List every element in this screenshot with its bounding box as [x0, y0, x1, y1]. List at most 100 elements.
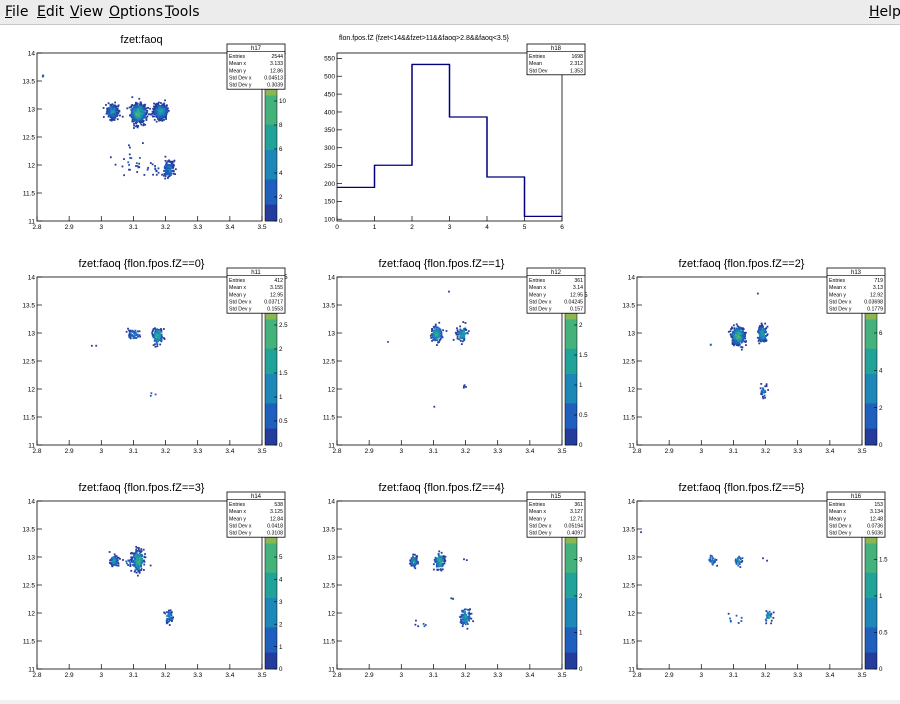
- scatter-point: [172, 170, 174, 172]
- scatter-point: [155, 346, 157, 348]
- scatter-point: [453, 339, 455, 341]
- stats-value: 0.4097: [567, 531, 583, 537]
- scatter-point: [114, 553, 116, 555]
- scatter-point: [436, 569, 438, 571]
- scatter-point: [138, 547, 140, 549]
- menu-edit[interactable]: Edit: [37, 4, 64, 20]
- x-tick-label: 3.4: [825, 448, 834, 455]
- x-tick-label: 3.2: [761, 672, 770, 679]
- stats-label: Mean y: [529, 292, 546, 298]
- stats-value: 0.0736: [867, 524, 883, 530]
- scatter-point: [764, 391, 766, 393]
- scatter-point: [734, 330, 736, 332]
- scatter-point: [171, 162, 173, 164]
- colorbar-tick-label: 0: [279, 218, 283, 225]
- stats-value: 0.1553: [267, 307, 283, 313]
- x-tick-label: 2.9: [65, 448, 74, 455]
- scatter-point: [129, 153, 131, 155]
- scatter-point: [470, 618, 472, 620]
- colorbar-segment: [565, 551, 577, 556]
- scatter-point: [469, 613, 471, 615]
- scatter-point: [423, 623, 425, 625]
- menu-tools[interactable]: Tools: [165, 4, 200, 20]
- stats-value: 0.03717: [264, 300, 283, 306]
- stats-label: Std Dev x: [829, 300, 852, 306]
- stats-label: Std Dev y: [529, 307, 552, 313]
- stats-value: 1698: [571, 54, 583, 60]
- colorbar-segment: [865, 581, 877, 586]
- scatter-point: [150, 162, 152, 164]
- colorbar-segment: [865, 361, 877, 366]
- x-tick-label: 3: [699, 448, 703, 455]
- colorbar-segment: [565, 327, 577, 332]
- scatter-point: [766, 383, 768, 385]
- scatter-point: [415, 563, 417, 565]
- scatter-point: [129, 169, 131, 171]
- stats-label: Mean x: [229, 509, 246, 515]
- scatter-point: [152, 163, 154, 165]
- scatter-point: [170, 609, 172, 611]
- menu-options[interactable]: Options: [109, 4, 163, 20]
- colorbar-segment: [265, 648, 277, 653]
- colorbar-segment: [265, 361, 277, 366]
- colorbar-segment: [265, 640, 277, 645]
- scatter-point: [431, 340, 433, 342]
- x-tick-label: 3.3: [493, 672, 502, 679]
- scatter-point: [139, 334, 141, 336]
- scatter-point: [166, 104, 168, 106]
- scatter-point: [737, 325, 739, 327]
- colorbar-segment: [265, 208, 277, 213]
- menu-view[interactable]: View: [70, 4, 103, 20]
- x-tick-label: 3.3: [493, 448, 502, 455]
- scatter-point: [167, 107, 169, 109]
- x-tick-label: 3: [399, 448, 403, 455]
- scatter-point: [463, 558, 465, 560]
- scatter-point: [764, 332, 766, 334]
- scatter-point: [415, 620, 417, 622]
- scatter-point: [468, 609, 470, 611]
- colorbar-segment: [565, 403, 577, 408]
- colorbar-tick-label: 2: [879, 405, 883, 412]
- scatter-point: [739, 566, 741, 568]
- colorbar-segment: [265, 627, 277, 632]
- colorbar-tick-label: 0: [879, 666, 883, 673]
- colorbar-segment: [565, 332, 577, 337]
- scatter-point: [742, 346, 744, 348]
- scatter-point: [135, 119, 137, 121]
- scatter-point: [136, 113, 138, 115]
- colorbar-segment: [265, 145, 277, 150]
- stats-value: 0.3039: [267, 83, 283, 89]
- stats-value: 3.13: [873, 285, 883, 291]
- scatter-point: [458, 338, 460, 340]
- stats-label: Mean y: [229, 516, 246, 522]
- colorbar-segment: [565, 560, 577, 565]
- scatter-point: [462, 621, 464, 623]
- scatter-point: [167, 177, 169, 179]
- colorbar-segment: [865, 598, 877, 603]
- scatter-point: [103, 107, 105, 109]
- stats-label: Std Dev: [529, 68, 548, 74]
- scatter-point: [171, 620, 173, 622]
- colorbar-segment: [865, 378, 877, 383]
- scatter-point: [131, 111, 133, 113]
- stats-label: Mean: [529, 61, 542, 67]
- scatter-point: [149, 108, 151, 110]
- colorbar-segment: [565, 407, 577, 412]
- colorbar-segment: [865, 606, 877, 611]
- chart-title: fzet:faoq {flon.fpos.fZ==2}: [679, 258, 805, 270]
- scatter-point: [164, 170, 166, 172]
- menu-file[interactable]: File: [5, 4, 28, 20]
- stats-title: h16: [851, 494, 862, 500]
- menu-help[interactable]: Help: [869, 4, 900, 20]
- colorbar-segment: [565, 424, 577, 429]
- scatter-point: [744, 335, 746, 337]
- colorbar-segment: [265, 539, 277, 544]
- scatter-point: [457, 329, 459, 331]
- scatter-point: [136, 116, 138, 118]
- colorbar-segment: [265, 103, 277, 108]
- scatter-point: [136, 162, 138, 164]
- scatter-point: [737, 557, 739, 559]
- colorbar-segment: [265, 154, 277, 159]
- colorbar-tick-label: 2: [579, 322, 583, 329]
